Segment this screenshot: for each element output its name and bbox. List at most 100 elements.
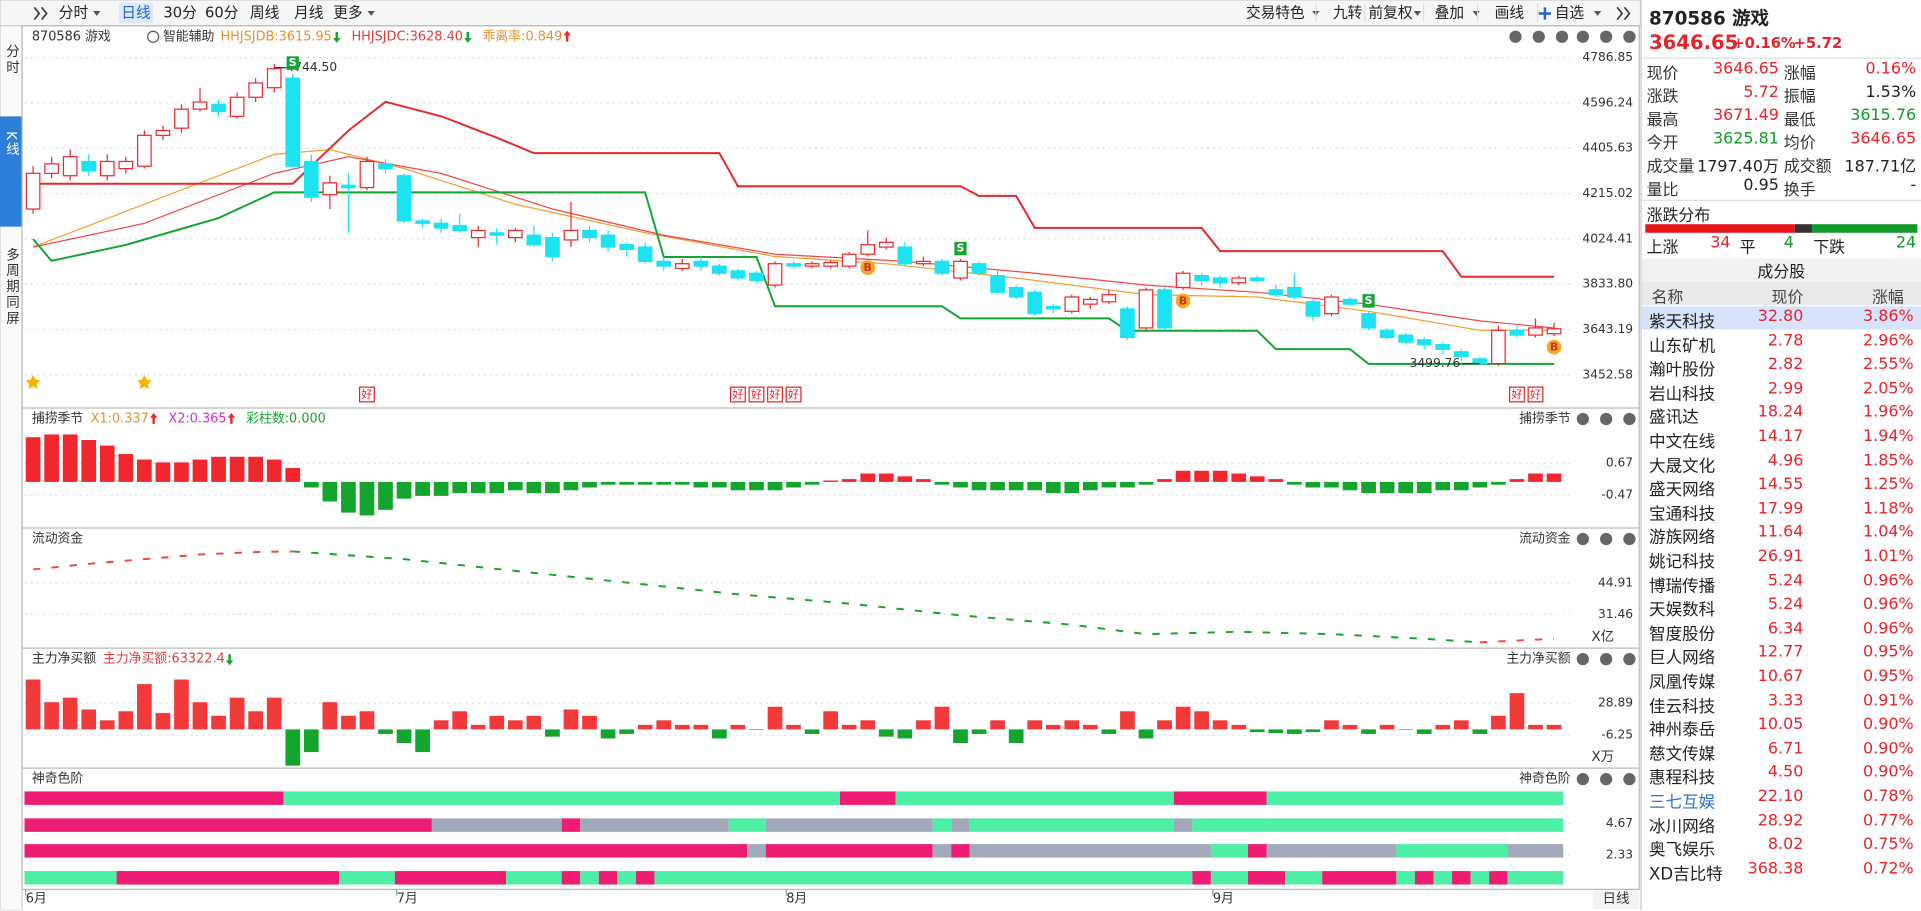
pane-icon[interactable] [1600,532,1613,546]
stock-change: 0.90% [1863,763,1914,783]
stock-name[interactable]: 凤凰传媒 [1649,672,1716,693]
toolbar-button[interactable]: 自选 [1555,4,1585,21]
sidebar-tab[interactable]: K线 [3,131,20,158]
pane-icon[interactable] [1623,532,1636,546]
toolbar-button[interactable]: 叠加 [1435,4,1464,21]
indicator-bar [1101,481,1117,488]
candle-body [1268,289,1284,296]
color-band [1452,871,1471,885]
indicator-bar [99,720,115,730]
indicator-bar [916,479,931,482]
toolbar-tab[interactable]: 日线 [121,4,151,21]
stock-name[interactable]: 盛讯达 [1649,408,1699,429]
stock-name[interactable]: 大晟文化 [1649,456,1716,477]
pane-title: 捕捞季节 [32,410,84,426]
assist-label[interactable]: 智能辅助 [163,29,214,44]
pane-icon[interactable] [1576,30,1589,43]
stock-name[interactable]: 冰川网络 [1649,816,1716,837]
indicator-bar [489,715,505,730]
candle-body [229,96,245,117]
indicator-bar [433,481,449,496]
stock-name[interactable]: 智度股份 [1649,624,1716,645]
toolbar-button[interactable]: 交易特色 [1246,3,1305,21]
stock-name[interactable]: 慈文传媒 [1649,744,1716,765]
pane-icon[interactable] [1576,532,1589,546]
unit-label: X万 [1591,749,1614,765]
dist-value: 4 [1783,233,1794,253]
pane-icon[interactable] [1555,30,1569,43]
stock-change: 0.95% [1863,667,1914,687]
indicator-bar [1212,470,1228,482]
stock-change-pct: +0.16% [1732,34,1796,52]
stock-name[interactable]: 瀚叶股份 [1649,360,1716,381]
pane-icon[interactable] [1532,30,1545,43]
pane-icon[interactable] [1623,30,1636,43]
stock-name[interactable]: 巨人网络 [1649,648,1716,669]
stock-name[interactable]: 岩山科技 [1649,384,1716,405]
pane-icon[interactable] [1576,412,1589,426]
color-band [394,871,507,885]
indicator-bar [563,481,579,491]
stock-name[interactable]: 天娱数科 [1649,600,1716,621]
sidebar-tab[interactable]: 分时 [3,44,20,76]
candle-body [1120,308,1135,339]
toolbar-tab[interactable]: 60分 [205,4,239,21]
candle-body [730,270,746,279]
signal-label: S [1365,294,1373,307]
stock-name[interactable]: XD吉比特 [1649,864,1723,885]
candle-body [211,103,226,113]
tab-selected-bg [118,2,154,24]
toolbar-tab[interactable]: 月线 [294,4,324,21]
stock-change: 0.96% [1863,571,1914,591]
indicator-bar [1175,706,1191,730]
trend-arrow [225,654,234,666]
stock-name[interactable]: 紫天科技 [1649,312,1716,333]
pane-icon[interactable] [1623,652,1636,666]
pane-icon[interactable] [1623,773,1636,786]
toolbar-tab[interactable]: 分时 [59,4,89,21]
pane-icon[interactable] [1623,412,1636,426]
pane-icon[interactable] [1576,652,1589,666]
pane-icon[interactable] [1600,412,1613,426]
toolbar-button[interactable]: 画线 [1495,4,1525,21]
stock-name[interactable]: 中文在线 [1649,432,1716,453]
stock-name[interactable]: 游族网络 [1649,528,1716,549]
stock-price: 5.24 [1767,595,1804,615]
signal-badge [860,260,876,275]
color-band [969,818,1174,832]
stock-name[interactable]: 博瑞传播 [1649,576,1716,597]
candle-body [916,260,931,265]
color-band [1210,871,1249,885]
stock-name[interactable]: 盛天网络 [1649,480,1716,501]
stock-name[interactable]: 佳云科技 [1649,696,1716,717]
indicator-bar [266,697,282,730]
chevron-icon[interactable] [33,6,48,21]
indicator-bar [600,729,616,739]
indicator-bar [229,697,245,730]
trend-arrow [333,31,341,43]
toolbar-tab[interactable]: 30分 [163,4,197,21]
sidebar-tab[interactable]: 多周期同屏 [3,246,20,327]
toolbar-button[interactable]: 前复权 [1368,3,1412,21]
pane-icon[interactable] [1600,773,1613,786]
candle-body [137,134,152,167]
pane-icon[interactable] [1600,652,1613,666]
pane-icon[interactable] [1600,30,1613,43]
dropdown-arrow [1413,11,1422,16]
toolbar-tab[interactable]: 更多 [333,4,362,21]
stock-change: 2.55% [1863,355,1914,374]
stock-name[interactable]: 三七互娱 [1649,792,1716,813]
candle-body [489,232,505,236]
stock-name[interactable]: 奥飞娱乐 [1649,840,1716,861]
stock-name[interactable]: 山东矿机 [1649,336,1716,357]
chevron-icon[interactable] [1616,6,1631,21]
pane-icon[interactable] [1576,773,1589,786]
stock-name[interactable]: 惠程科技 [1649,768,1716,789]
toolbar-tab[interactable]: 周线 [250,4,280,21]
pane-icon[interactable] [1509,30,1522,43]
stock-name[interactable]: 姚记科技 [1649,552,1716,573]
stock-name[interactable]: 宝通科技 [1649,504,1716,525]
pane-title-right: 神奇色阶 [1519,771,1571,787]
stock-name[interactable]: 神州泰岳 [1649,720,1716,741]
toolbar-button[interactable]: 九转 [1333,4,1363,21]
